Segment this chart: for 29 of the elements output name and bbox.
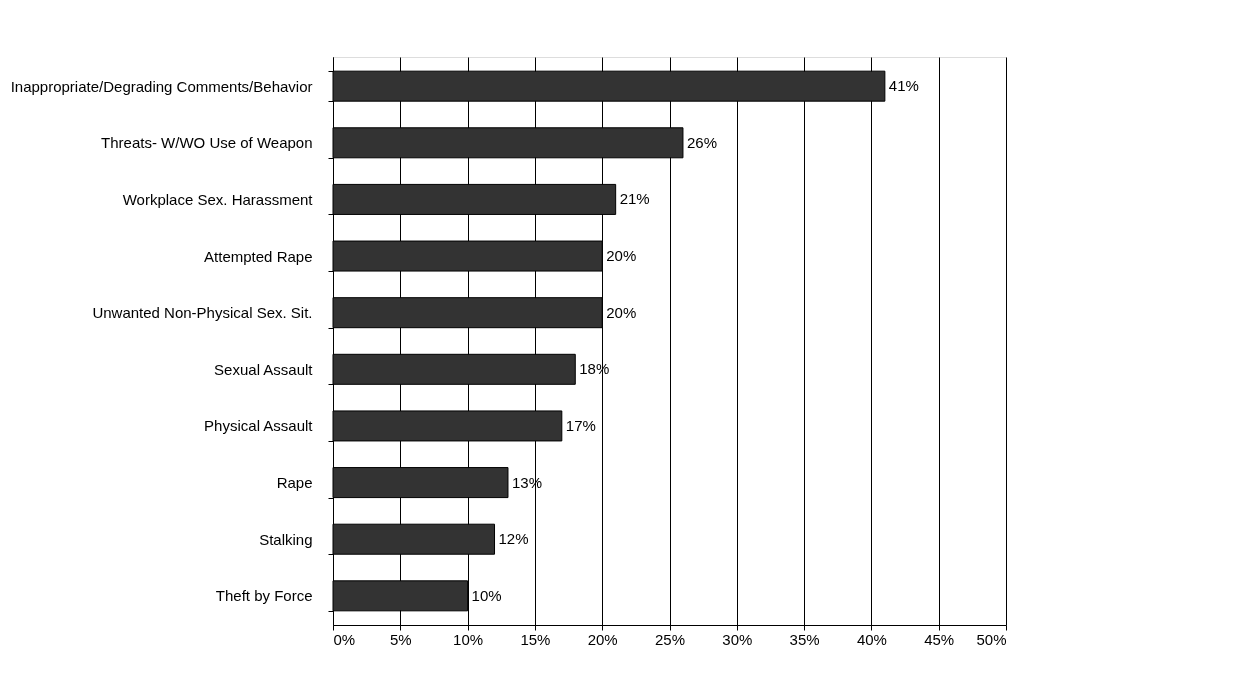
data-label: 17% [565,416,596,434]
data-label: 41% [888,77,919,95]
x-tick-label: 15% [520,630,551,648]
data-label: 20% [606,303,637,321]
x-tick-label: 20% [587,630,618,648]
y-tick-label: Unwanted Non-Physical Sex. Sit. [92,304,313,322]
y-tick-label: Sexual Assault [214,360,314,378]
y-tick-label: Physical Assault [204,417,314,435]
data-label: 21% [619,190,650,208]
x-tick-label: 40% [856,630,887,648]
y-tick-label: Stalking [259,530,313,548]
data-label: 10% [471,586,502,604]
x-tick-label: 0% [333,630,356,648]
x-tick-label: 30% [722,630,753,648]
y-tick-label: Rape [276,474,313,492]
x-tick-label: 50% [976,630,1007,648]
x-tick-label: 25% [654,630,686,648]
x-tick-label: 10% [453,630,484,648]
y-tick-label: Theft by Force [215,587,313,605]
y-tick-label: Inappropriate/Degrading Comments/Behavior [10,77,313,95]
y-tick-label: Attempted Rape [204,247,313,265]
x-tick-label: 45% [924,630,955,648]
x-tick-label: 35% [789,630,820,648]
y-tick-label: Workplace Sex. Harassment [122,190,314,208]
x-tick-label: 5% [389,630,412,648]
data-label: 20% [606,247,637,265]
data-label: 26% [686,133,717,151]
y-tick-label: Threats- W/WO Use of Weapon [101,134,313,152]
data-label: 12% [498,530,529,548]
